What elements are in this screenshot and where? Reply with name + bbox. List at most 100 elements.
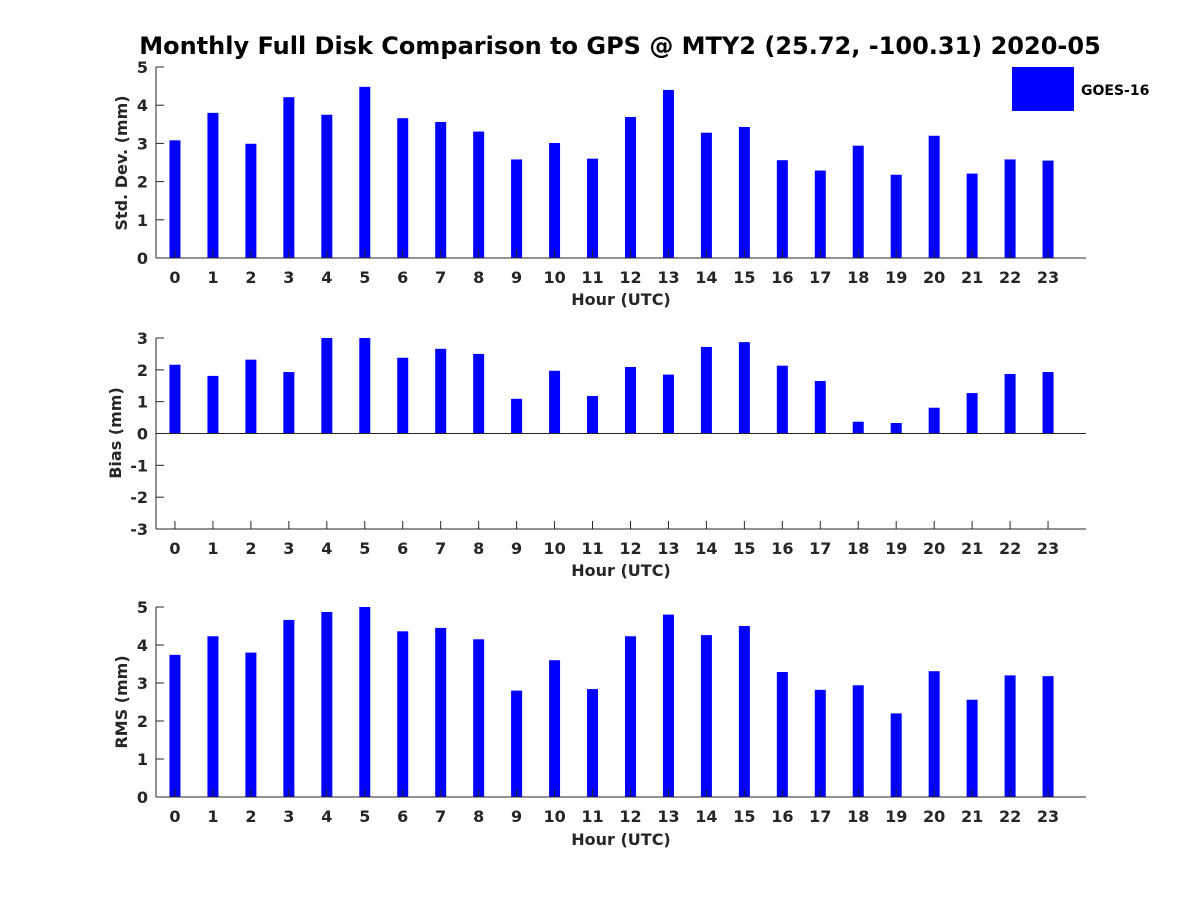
std-dev-bar-hour-4	[321, 114, 333, 258]
rms-bar-hour-11	[587, 689, 599, 797]
std-dev-bar-hour-5	[359, 86, 371, 258]
std-dev-x-tick-label: 20	[923, 268, 945, 287]
bias-x-tick-label: 3	[283, 539, 294, 558]
std-dev-x-tick-label: 2	[245, 268, 256, 287]
std-dev-bar-hour-22	[1004, 159, 1016, 258]
std-dev-x-tick-label: 19	[885, 268, 907, 287]
bias-bar-hour-21	[966, 393, 978, 434]
bias-x-tick-label: 18	[847, 539, 869, 558]
std-dev-x-tick-label: 9	[511, 268, 522, 287]
bias-x-tick-label: 10	[543, 539, 565, 558]
std-dev-bar-hour-2	[245, 143, 257, 258]
std-dev-bar-hour-12	[624, 117, 636, 258]
bias-x-tick-label: 4	[321, 539, 332, 558]
rms-x-tick-label: 12	[619, 807, 641, 826]
bias-x-tick-label: 2	[245, 539, 256, 558]
std-dev-x-tick-label: 11	[581, 268, 603, 287]
std-dev-bar-hour-0	[169, 140, 181, 258]
std-dev-x-tick-label: 22	[999, 268, 1021, 287]
rms-x-tick-label: 9	[511, 807, 522, 826]
rms-y-tick-label: 3	[137, 674, 148, 693]
rms-x-tick-label: 16	[771, 807, 793, 826]
bias-x-tick-label: 15	[733, 539, 755, 558]
rms-x-tick-label: 19	[885, 807, 907, 826]
rms-bar-hour-5	[359, 607, 371, 797]
bias-bar-hour-10	[549, 370, 561, 434]
bias-x-tick-label: 17	[809, 539, 831, 558]
bias-bar-hour-19	[890, 423, 902, 434]
bias-bar-hour-2	[245, 359, 257, 434]
rms-x-tick-label: 17	[809, 807, 831, 826]
bias-x-tick-label: 12	[619, 539, 641, 558]
rms-bar-hour-10	[549, 660, 561, 797]
std-dev-x-tick-label: 17	[809, 268, 831, 287]
std-dev-y-tick-label: 1	[137, 211, 148, 230]
std-dev-x-tick-label: 23	[1037, 268, 1059, 287]
rms-x-tick-label: 1	[207, 807, 218, 826]
rms-x-tick-label: 20	[923, 807, 945, 826]
bias-bar-hour-8	[473, 353, 485, 434]
bias-x-tick-label: 22	[999, 539, 1021, 558]
rms-x-tick-label: 6	[397, 807, 408, 826]
bias-bar-hour-16	[776, 365, 788, 434]
bias-x-tick-label: 5	[359, 539, 370, 558]
rms-x-tick-label: 18	[847, 807, 869, 826]
bias-x-tick-label: 16	[771, 539, 793, 558]
std-dev-bar-hour-13	[662, 89, 674, 258]
rms-x-tick-label: 8	[473, 807, 484, 826]
std-dev-x-tick-label: 10	[543, 268, 565, 287]
std-dev-x-tick-label: 15	[733, 268, 755, 287]
bias-bar-hour-17	[814, 380, 826, 434]
std-dev-bar-hour-10	[549, 143, 561, 258]
bias-bar-hour-7	[435, 348, 447, 434]
rms-x-tick-label: 10	[543, 807, 565, 826]
std-dev-bar-hour-16	[776, 160, 788, 258]
rms-bar-hour-7	[435, 627, 447, 797]
legend: GOES-16	[1012, 67, 1149, 111]
rms-bars	[169, 607, 1054, 797]
std-dev-x-tick-label: 0	[169, 268, 180, 287]
rms-x-tick-label: 11	[581, 807, 603, 826]
bias-x-label: Hour (UTC)	[571, 561, 671, 580]
bias-x-tick-label: 14	[695, 539, 717, 558]
rms-bar-hour-6	[397, 631, 409, 797]
bias-x-tick-label: 0	[169, 539, 180, 558]
rms-bar-hour-18	[852, 685, 864, 797]
rms-bar-hour-1	[207, 636, 219, 797]
bias-x-tick-label: 7	[435, 539, 446, 558]
rms-bar-hour-16	[776, 671, 788, 797]
bias-bar-hour-6	[397, 357, 409, 434]
rms-y-tick-label: 2	[137, 712, 148, 731]
std-dev-y-label: Std. Dev. (mm)	[112, 95, 131, 230]
rms-y-tick-label: 5	[137, 598, 148, 617]
std-dev-x-tick-label: 4	[321, 268, 332, 287]
rms-x-tick-label: 22	[999, 807, 1021, 826]
rms-x-tick-label: 15	[733, 807, 755, 826]
rms-y-tick-label: 4	[137, 636, 148, 655]
bias-x-tick-label: 21	[961, 539, 983, 558]
std-dev-bars	[169, 86, 1054, 259]
rms-bar-hour-13	[662, 614, 674, 797]
std-dev-bar-hour-23	[1042, 160, 1054, 258]
std-dev-bar-hour-19	[890, 174, 902, 258]
std-dev-y-tick-label: 4	[137, 96, 148, 115]
std-dev-x-tick-label: 5	[359, 268, 370, 287]
rms-x-tick-label: 14	[695, 807, 717, 826]
bias-bar-hour-11	[587, 395, 599, 434]
bias-x-tick-label: 20	[923, 539, 945, 558]
bias-bar-hour-15	[738, 342, 750, 434]
bias-x-tick-label: 6	[397, 539, 408, 558]
chart-title: Monthly Full Disk Comparison to GPS @ MT…	[139, 32, 1101, 60]
bias-bar-hour-14	[700, 346, 712, 434]
rms-bar-hour-22	[1004, 675, 1016, 797]
rms-bar-hour-21	[966, 699, 978, 797]
bias-bars	[169, 338, 1054, 434]
rms-x-tick-label: 23	[1037, 807, 1059, 826]
bias-x-tick-label: 1	[207, 539, 218, 558]
std-dev-x-tick-label: 7	[435, 268, 446, 287]
